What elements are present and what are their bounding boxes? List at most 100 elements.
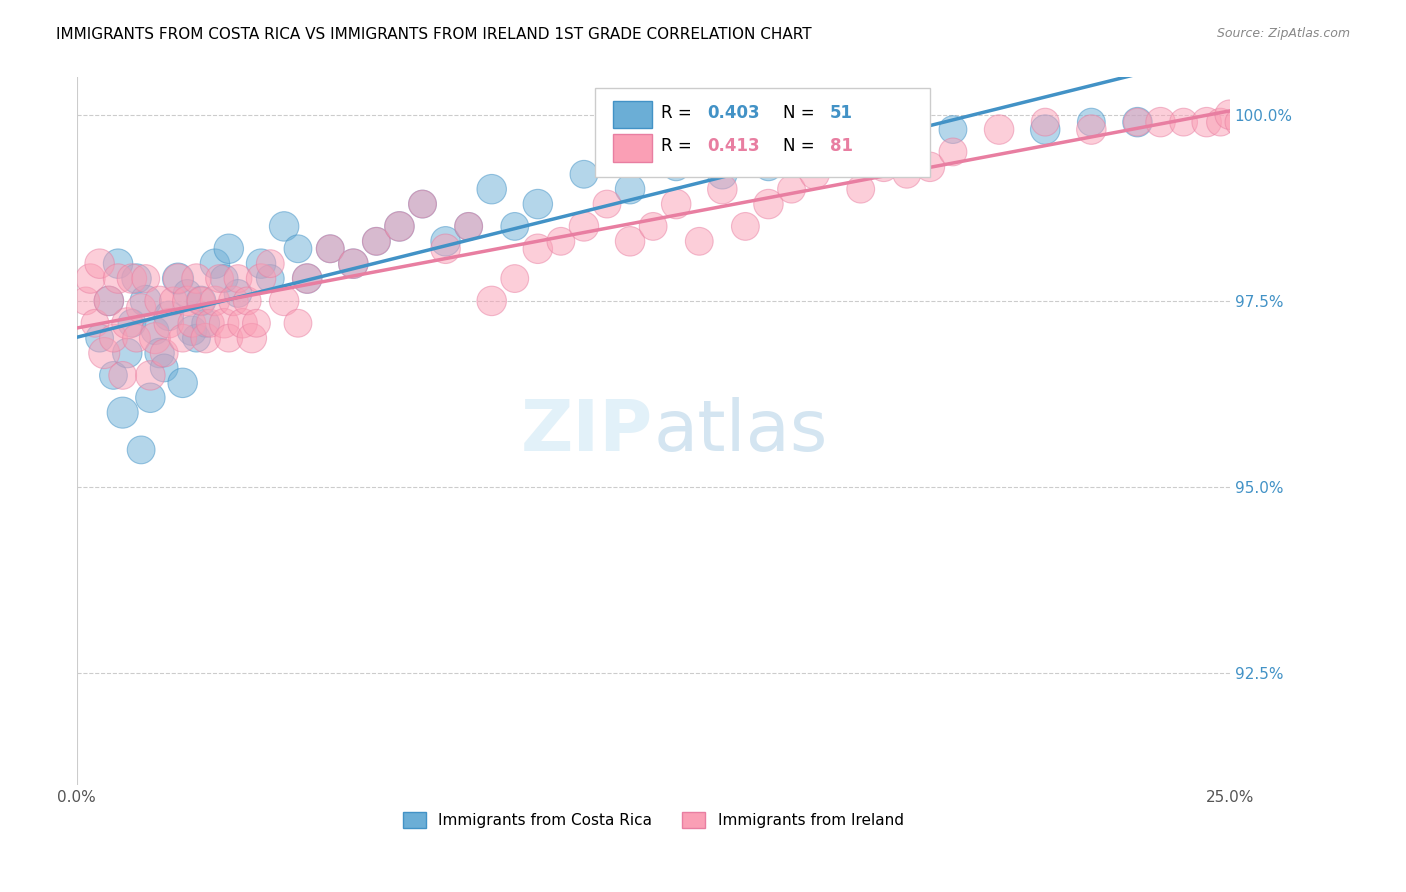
Point <box>218 331 240 345</box>
Text: ZIP: ZIP <box>520 397 654 466</box>
Point <box>942 145 965 159</box>
Point <box>121 271 143 285</box>
Text: N =: N = <box>783 103 820 122</box>
Point <box>734 219 756 234</box>
Point <box>190 293 212 308</box>
Point <box>918 160 941 174</box>
Text: 0.413: 0.413 <box>707 137 761 155</box>
Point <box>111 406 134 420</box>
Point <box>711 182 734 196</box>
Point <box>1241 115 1264 129</box>
Point <box>758 160 780 174</box>
Point <box>1033 122 1056 136</box>
Point <box>84 316 107 330</box>
Point <box>1209 115 1232 129</box>
Point <box>1227 115 1250 129</box>
Point <box>366 235 388 249</box>
Point <box>111 368 134 383</box>
Point <box>167 271 190 285</box>
Point <box>75 293 97 308</box>
Point <box>222 293 245 308</box>
Point <box>149 346 172 360</box>
Point <box>135 293 157 308</box>
Point <box>388 219 411 234</box>
Point <box>186 331 208 345</box>
Point <box>342 257 364 271</box>
Text: IMMIGRANTS FROM COSTA RICA VS IMMIGRANTS FROM IRELAND 1ST GRADE CORRELATION CHAR: IMMIGRANTS FROM COSTA RICA VS IMMIGRANTS… <box>56 27 811 42</box>
Point <box>503 271 526 285</box>
Point <box>121 316 143 330</box>
Point <box>143 324 166 338</box>
Point <box>896 167 918 181</box>
Point <box>481 293 503 308</box>
Point <box>988 122 1011 136</box>
Point <box>803 145 825 159</box>
Text: 51: 51 <box>830 103 852 122</box>
Point <box>172 376 194 390</box>
Point <box>129 301 152 316</box>
Point <box>232 316 254 330</box>
Point <box>107 257 129 271</box>
Point <box>103 331 125 345</box>
Point <box>1173 115 1195 129</box>
Point <box>527 197 550 211</box>
Point <box>204 293 226 308</box>
Point <box>665 197 688 211</box>
Point <box>273 293 295 308</box>
Point <box>780 182 803 196</box>
Point <box>1149 115 1171 129</box>
Point <box>457 219 479 234</box>
Point <box>208 271 231 285</box>
Point <box>1033 115 1056 129</box>
Point <box>226 286 249 301</box>
Point <box>176 293 198 308</box>
Point <box>342 257 364 271</box>
Point <box>273 219 295 234</box>
Point <box>1126 115 1149 129</box>
Point <box>572 167 595 181</box>
Text: R =: R = <box>661 137 697 155</box>
Point <box>103 368 125 383</box>
Point <box>259 271 281 285</box>
Point <box>236 293 259 308</box>
Point <box>240 331 263 345</box>
Point <box>172 331 194 345</box>
Point <box>186 271 208 285</box>
Point <box>180 316 202 330</box>
Point <box>212 316 235 330</box>
Text: 81: 81 <box>830 137 852 155</box>
Legend: Immigrants from Costa Rica, Immigrants from Ireland: Immigrants from Costa Rica, Immigrants f… <box>396 805 910 834</box>
Point <box>143 331 166 345</box>
Point <box>139 368 162 383</box>
Point <box>245 316 267 330</box>
Point <box>1195 115 1218 129</box>
Point <box>190 293 212 308</box>
Point <box>1080 115 1102 129</box>
Point <box>942 122 965 136</box>
Point <box>873 160 896 174</box>
Point <box>1219 108 1241 122</box>
Point <box>200 316 222 330</box>
Point <box>129 442 152 457</box>
Point <box>176 286 198 301</box>
Point <box>149 293 172 308</box>
Point <box>212 271 235 285</box>
Point <box>1126 115 1149 129</box>
Point <box>204 257 226 271</box>
Point <box>259 257 281 271</box>
Point <box>167 271 190 285</box>
Point <box>527 242 550 256</box>
Point <box>434 235 457 249</box>
Point <box>619 235 641 249</box>
Point <box>287 316 309 330</box>
Point <box>412 197 434 211</box>
Point <box>157 309 180 323</box>
Point <box>434 242 457 256</box>
Point <box>97 293 120 308</box>
Point <box>481 182 503 196</box>
Point <box>319 242 342 256</box>
Point <box>180 324 202 338</box>
Point <box>139 391 162 405</box>
Point <box>619 182 641 196</box>
Point <box>366 235 388 249</box>
